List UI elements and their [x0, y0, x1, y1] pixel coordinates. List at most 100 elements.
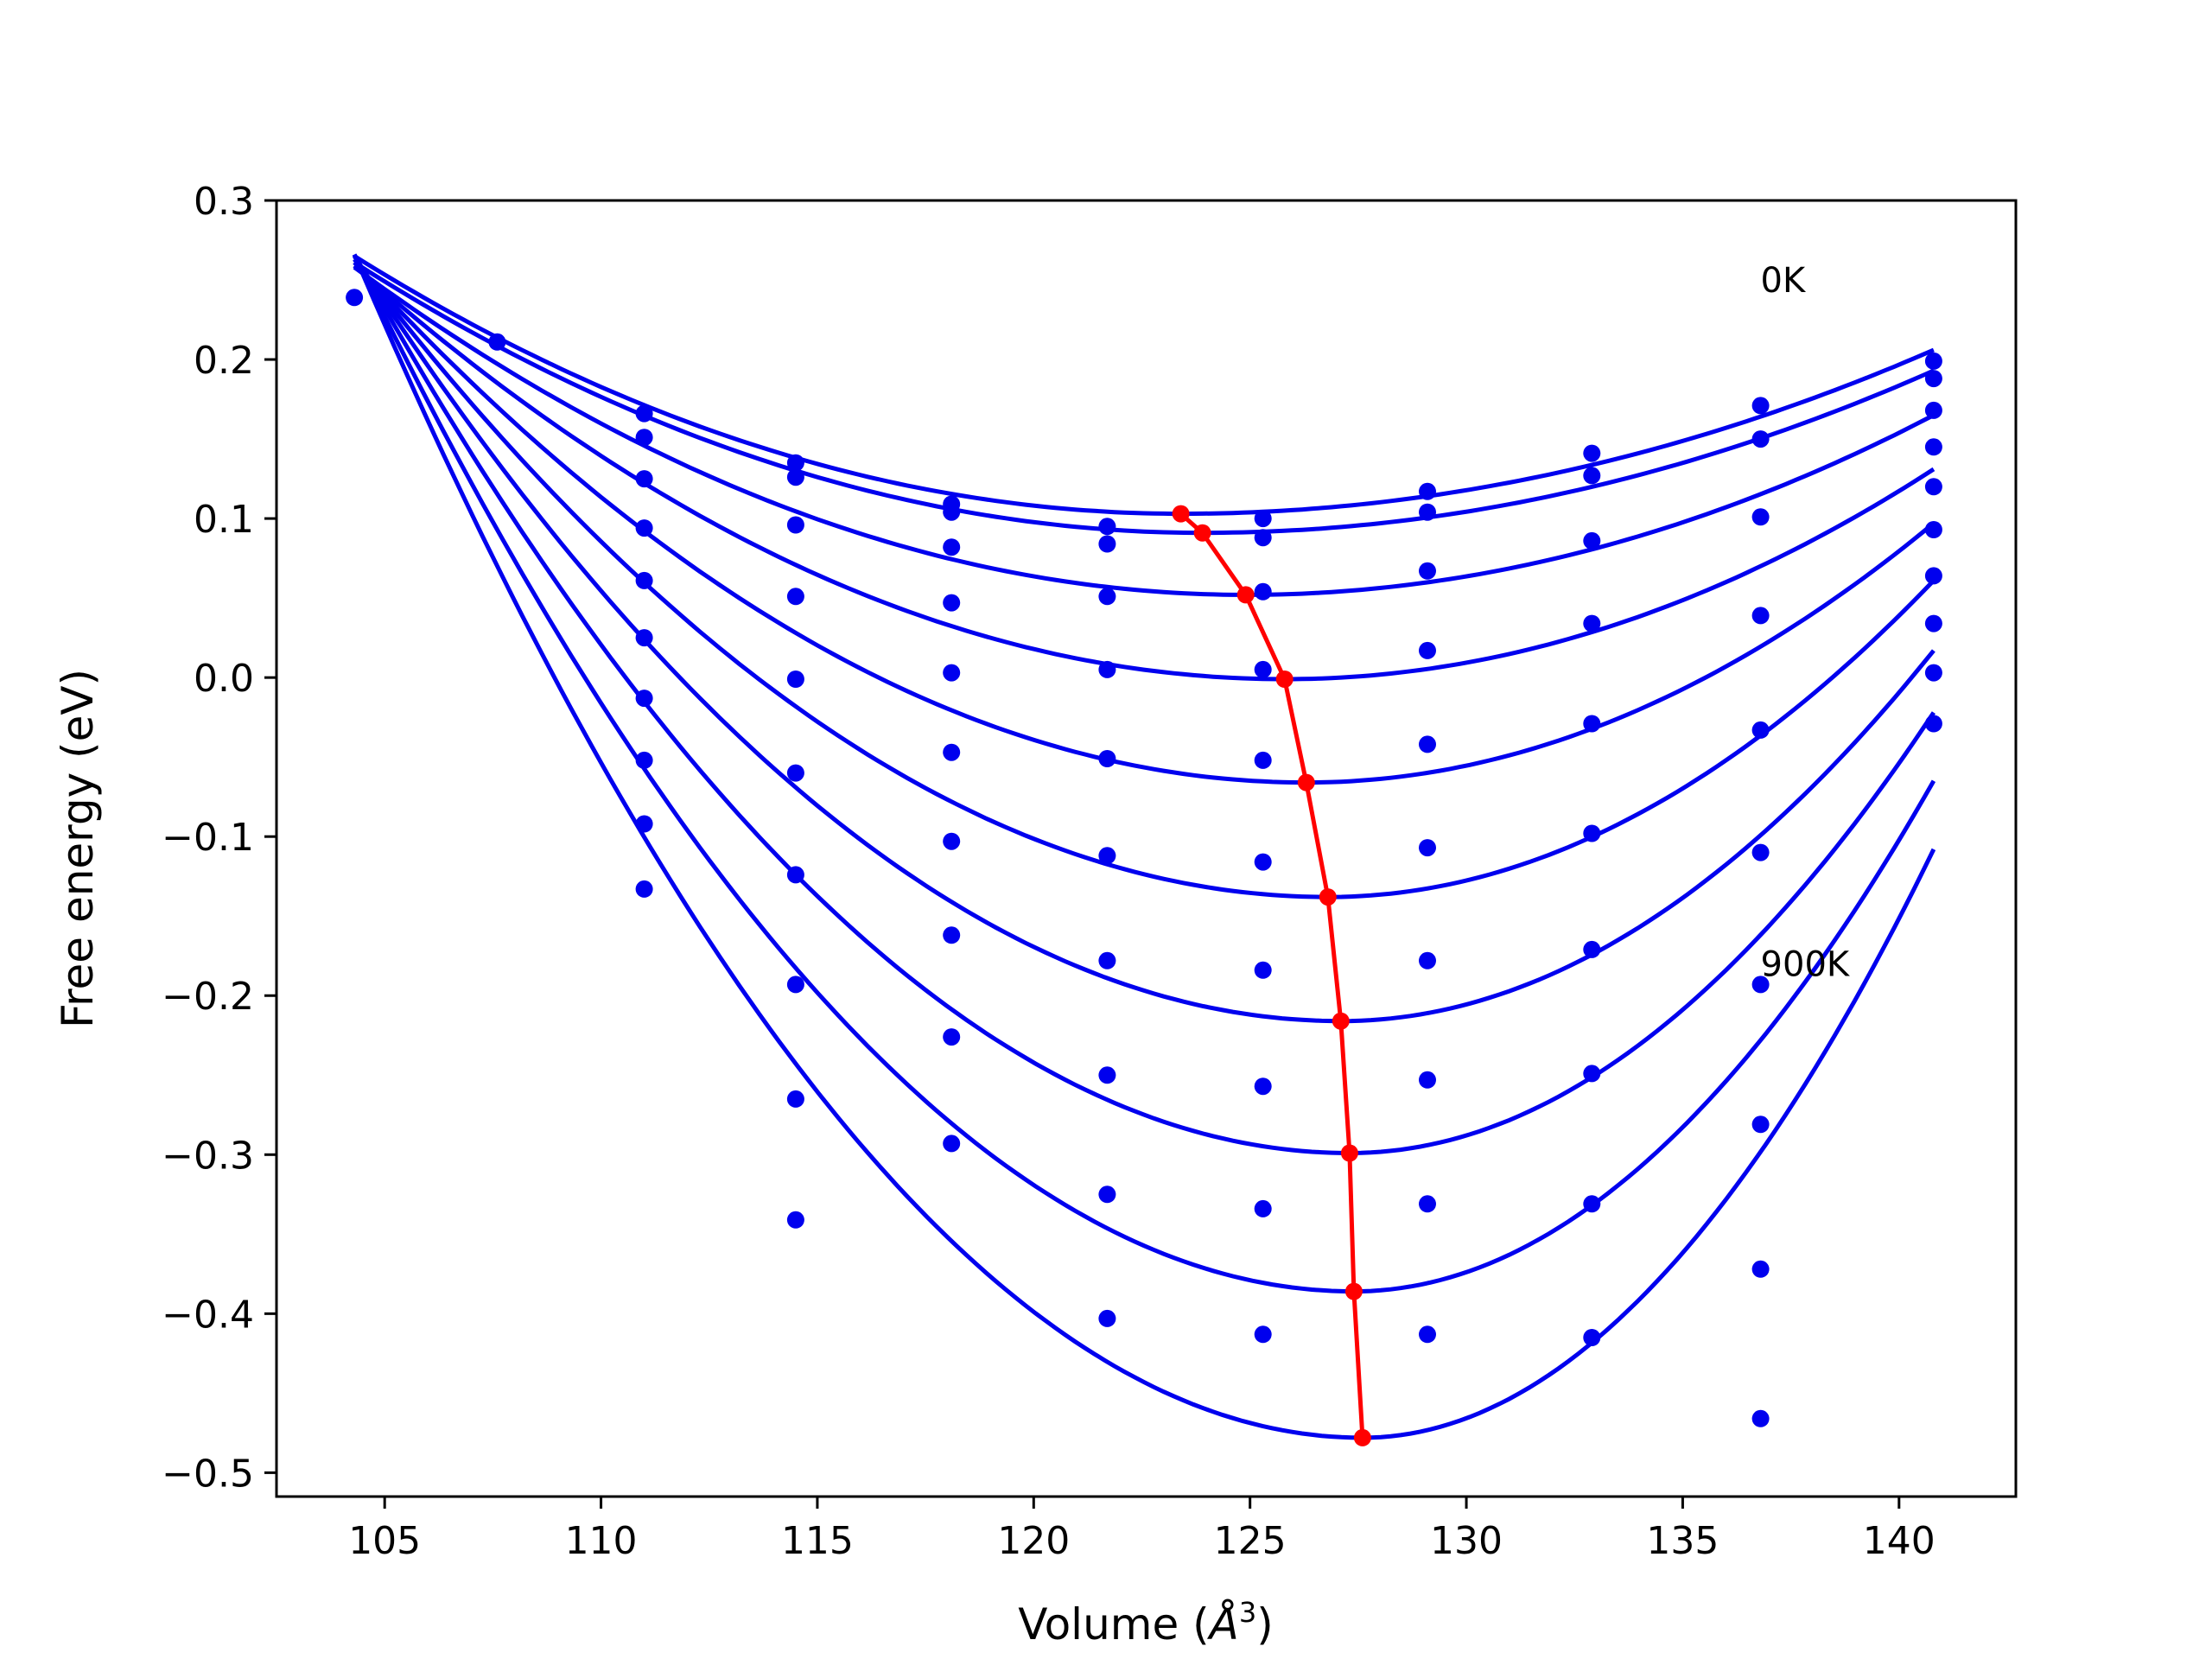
- data-point-3: [635, 429, 653, 447]
- data-point-24: [943, 538, 961, 556]
- x-tick-label-3: 120: [997, 1519, 1070, 1563]
- data-point-23: [943, 503, 961, 521]
- data-point-45: [1254, 660, 1272, 678]
- fit-curve-0: [353, 254, 1935, 517]
- data-point-42: [1254, 510, 1272, 528]
- x-tick-label-2: 115: [781, 1519, 854, 1563]
- data-point-6: [635, 571, 653, 589]
- data-point-70: [1583, 1195, 1601, 1213]
- data-point-50: [1254, 1199, 1272, 1217]
- fit-curve-9: [352, 253, 1936, 1440]
- annotations: 0K 900K: [1761, 261, 1851, 984]
- data-point-62: [1583, 444, 1601, 462]
- minimum-point-8: [1344, 1282, 1363, 1300]
- data-point-8: [635, 690, 653, 708]
- data-point-48: [1254, 961, 1272, 979]
- y-axis-ticks: 0.3 0.2 0.1 0.0 −0.1 −0.2 −0.3 −0.4 −0.5: [162, 180, 276, 1496]
- data-point-57: [1419, 839, 1436, 857]
- minima-path: [1179, 512, 1365, 1439]
- data-point-79: [1751, 1116, 1770, 1134]
- x-axis-label: Volume (Å3): [1018, 1596, 1273, 1649]
- y-tick-label-7: −0.4: [162, 1293, 254, 1337]
- data-point-38: [1098, 951, 1116, 969]
- data-point-12: [786, 454, 804, 472]
- data-point-59: [1419, 1071, 1436, 1089]
- x-tick-label-6: 135: [1646, 1519, 1719, 1563]
- data-point-69: [1583, 1065, 1601, 1083]
- data-point-14: [786, 516, 804, 534]
- data-point-80: [1751, 1260, 1770, 1278]
- data-point-18: [786, 866, 804, 884]
- data-point-66: [1583, 715, 1601, 733]
- data-point-56: [1419, 735, 1436, 753]
- data-point-90: [1924, 664, 1942, 682]
- minimum-point-4: [1297, 773, 1315, 791]
- minimum-point-3: [1275, 671, 1294, 688]
- fit-curve-4: [353, 261, 1936, 785]
- y-tick-label-8: −0.5: [162, 1452, 254, 1496]
- data-point-72: [1751, 397, 1770, 415]
- data-point-20: [786, 1090, 804, 1108]
- data-point-4: [635, 470, 653, 488]
- y-axis-label: Free energy (eV): [53, 669, 103, 1028]
- data-point-61: [1419, 1325, 1436, 1344]
- data-point-71: [1583, 1329, 1601, 1346]
- data-point-85: [1924, 438, 1942, 456]
- data-point-10: [635, 815, 653, 833]
- data-point-29: [943, 926, 961, 944]
- fit-curve-7: [352, 253, 1936, 1155]
- y-tick-label-3: 0.0: [194, 657, 254, 701]
- data-point-44: [1254, 582, 1272, 601]
- minimum-point-5: [1319, 888, 1337, 906]
- minimum-point-7: [1340, 1144, 1358, 1162]
- data-point-89: [1924, 614, 1942, 632]
- data-point-81: [1751, 1409, 1770, 1427]
- x-tick-label-5: 130: [1430, 1519, 1503, 1563]
- data-point-43: [1254, 529, 1272, 547]
- data-point-58: [1419, 951, 1436, 969]
- data-point-36: [1098, 750, 1116, 767]
- data-point-82: [1924, 352, 1942, 370]
- x-tick-label-0: 105: [348, 1519, 421, 1563]
- data-point-87: [1924, 521, 1942, 538]
- data-point-40: [1098, 1185, 1116, 1204]
- data-point-33: [1098, 535, 1116, 553]
- data-point-0: [346, 289, 364, 307]
- fit-curve-5: [353, 257, 1936, 899]
- fit-curves: [352, 253, 1936, 1440]
- data-point-17: [786, 764, 804, 782]
- data-point-26: [943, 664, 961, 682]
- data-point-54: [1419, 562, 1436, 580]
- data-point-41: [1098, 1309, 1116, 1327]
- annotation-0: 0K: [1761, 261, 1807, 301]
- data-point-13: [786, 468, 804, 486]
- data-point-16: [786, 671, 804, 688]
- y-tick-label-0: 0.3: [194, 180, 254, 224]
- data-point-21: [786, 1211, 804, 1229]
- data-point-27: [943, 743, 961, 761]
- data-points: [346, 289, 1942, 1427]
- data-point-64: [1583, 531, 1601, 550]
- data-point-68: [1583, 940, 1601, 958]
- x-tick-label-4: 125: [1214, 1519, 1287, 1563]
- data-point-53: [1419, 503, 1436, 521]
- data-point-11: [635, 880, 653, 898]
- x-axis-label-main: Volume (: [1018, 1599, 1209, 1649]
- minimum-point-0: [1172, 505, 1190, 523]
- data-point-25: [943, 594, 961, 612]
- fit-curve-3: [353, 264, 1936, 682]
- data-point-46: [1254, 751, 1272, 769]
- data-point-91: [1924, 715, 1942, 733]
- data-point-52: [1419, 482, 1436, 500]
- data-point-49: [1254, 1077, 1272, 1096]
- y-tick-label-4: −0.1: [162, 816, 254, 860]
- data-point-60: [1419, 1195, 1436, 1213]
- annotation-1: 900K: [1761, 944, 1851, 984]
- data-point-65: [1583, 614, 1601, 632]
- data-point-86: [1924, 478, 1942, 496]
- data-point-2: [635, 404, 653, 423]
- data-point-73: [1751, 430, 1770, 448]
- data-point-63: [1583, 467, 1601, 485]
- data-point-31: [943, 1135, 961, 1153]
